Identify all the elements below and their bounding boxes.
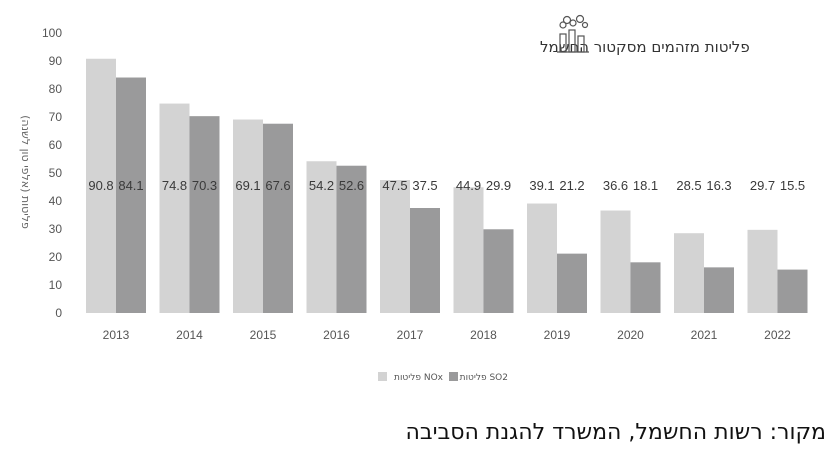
y-axis: 0 10 20 30 40 50 60 70 80 90 100 xyxy=(42,26,62,320)
y-tick-label: 40 xyxy=(49,194,63,208)
data-label: 18.1 xyxy=(633,178,658,193)
bar-nox-2019 xyxy=(527,203,557,313)
data-label: 29.9 xyxy=(486,178,511,193)
data-label: 37.5 xyxy=(412,178,437,193)
data-label: 36.6 xyxy=(603,178,628,193)
x-tick-label: 2017 xyxy=(397,328,424,342)
bar-so2-2020 xyxy=(630,262,661,313)
x-tick-label: 2015 xyxy=(250,328,277,342)
data-label: 16.3 xyxy=(706,178,731,193)
bar-so2-2019 xyxy=(557,253,587,313)
chart-title: פליטות מזהמים מסקטור החשמל xyxy=(540,38,750,56)
bar-nox-2015 xyxy=(233,119,263,314)
y-tick-label: 50 xyxy=(49,166,63,180)
bar-so2-2014 xyxy=(189,116,220,313)
x-tick-label: 2014 xyxy=(176,328,203,342)
bar-so2-2018 xyxy=(483,229,514,313)
factory-icon xyxy=(557,14,589,53)
bar-nox-2022 xyxy=(747,229,778,313)
data-label: 90.8 xyxy=(88,178,113,193)
legend-swatch-nox xyxy=(378,372,387,381)
x-tick-label: 2016 xyxy=(323,328,350,342)
y-tick-label: 80 xyxy=(49,82,63,96)
data-label: 39.1 xyxy=(529,178,554,193)
data-label: 15.5 xyxy=(780,178,805,193)
data-label: 74.8 xyxy=(162,178,187,193)
bar-so2-2016 xyxy=(336,165,367,313)
bar-nox-2020 xyxy=(600,210,631,313)
bar-so2-2015 xyxy=(263,123,293,313)
y-tick-label: 100 xyxy=(42,26,62,40)
data-label: 67.6 xyxy=(265,178,290,193)
data-label: 29.7 xyxy=(750,178,775,193)
bar-so2-2017 xyxy=(410,208,440,313)
bar-chart: 0 10 20 30 40 50 60 70 80 90 100 90.8 84.1 74.8 70.3 6… xyxy=(19,14,808,383)
data-label: 54.2 xyxy=(309,178,334,193)
legend-label-so2: פליטות SO2 xyxy=(460,373,508,383)
bar-so2-2022 xyxy=(777,269,808,313)
y-tick-label: 30 xyxy=(49,222,63,236)
x-tick-label: 2021 xyxy=(691,328,718,342)
x-tick-label: 2019 xyxy=(544,328,571,342)
bars: 90.8 84.1 74.8 70.3 69.1 67.6 54.2 52.6 47.5 37.5… xyxy=(86,58,808,314)
data-label: 84.1 xyxy=(118,178,143,193)
bar-nox-2018 xyxy=(453,187,484,313)
chart: 0 10 20 30 40 50 60 70 80 90 100 90.8 84.1 74.8 70.3 6… xyxy=(19,14,826,445)
y-axis-label: פליטות (אלפי טון לשנה) xyxy=(19,115,32,229)
data-label: 69.1 xyxy=(235,178,260,193)
y-tick-label: 10 xyxy=(49,278,63,292)
data-label: 28.5 xyxy=(676,178,701,193)
x-tick-label: 2020 xyxy=(617,328,644,342)
data-label: 21.2 xyxy=(559,178,584,193)
y-tick-label: 60 xyxy=(49,138,63,152)
legend: פליטות NOx פליטות SO2 xyxy=(378,372,508,383)
bar-nox-2016 xyxy=(306,161,337,313)
bar-so2-2013 xyxy=(116,77,146,314)
data-label: 52.6 xyxy=(339,178,364,193)
legend-swatch-so2 xyxy=(449,372,458,381)
y-tick-label: 0 xyxy=(55,306,62,320)
bar-so2-2021 xyxy=(704,267,734,313)
bar-nox-2021 xyxy=(674,233,704,313)
data-label: 70.3 xyxy=(192,178,217,193)
bar-nox-2017 xyxy=(380,180,410,313)
x-tick-label: 2022 xyxy=(764,328,791,342)
y-tick-label: 70 xyxy=(49,110,63,124)
data-label: 47.5 xyxy=(382,178,407,193)
y-tick-label: 90 xyxy=(49,54,63,68)
y-tick-label: 20 xyxy=(49,250,63,264)
legend-label-nox: פליטות NOx xyxy=(394,373,444,383)
x-axis: 2013 2014 2015 2016 2017 2018 2019 2020 2021 2022 xyxy=(103,328,792,342)
bar-nox-2013 xyxy=(86,58,116,314)
bar-nox-2014 xyxy=(159,103,190,313)
x-tick-label: 2018 xyxy=(470,328,497,342)
x-tick-label: 2013 xyxy=(103,328,130,342)
source-note: מקור: רשות החשמל, המשרד להגנת הסביבה xyxy=(405,420,827,445)
data-label: 44.9 xyxy=(456,178,481,193)
